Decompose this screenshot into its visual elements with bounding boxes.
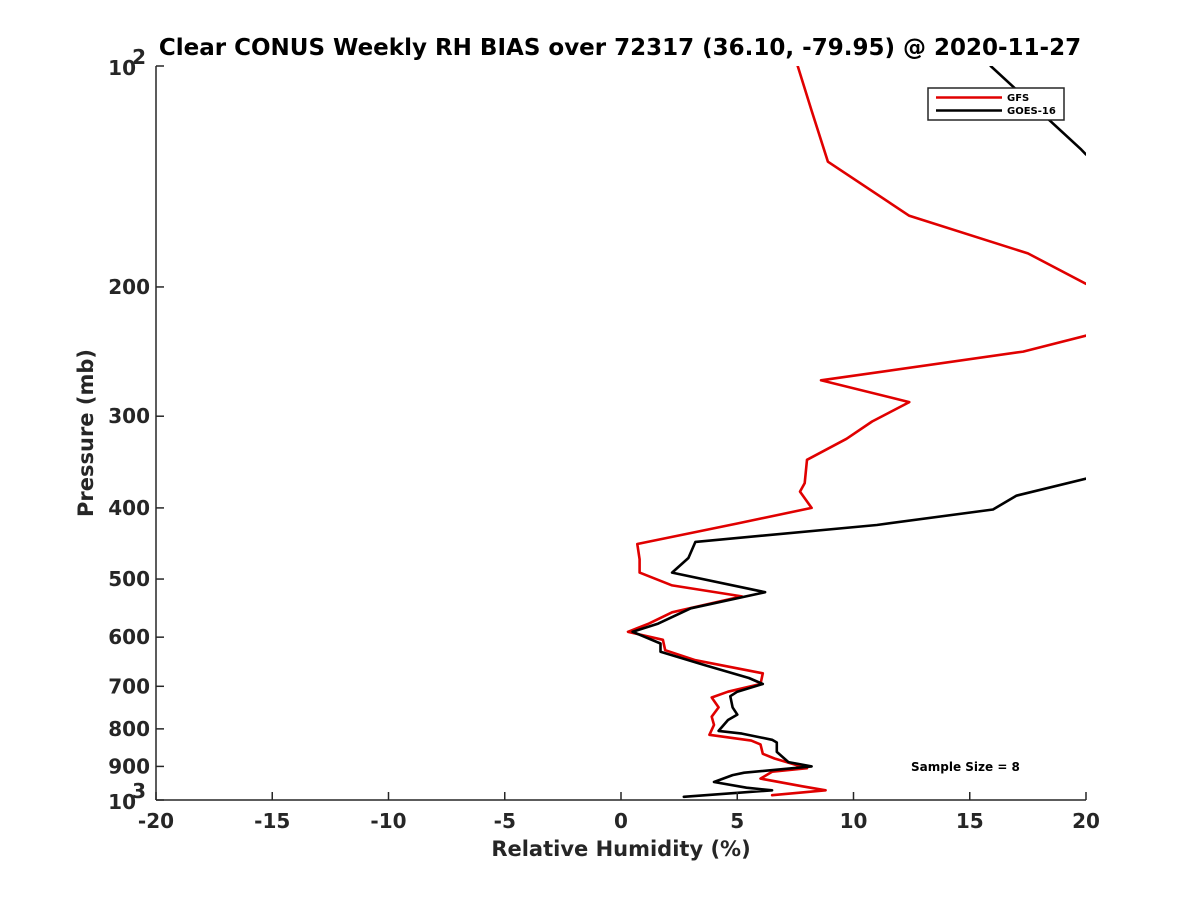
x-tick-label: -20 xyxy=(138,809,174,833)
y-tick-label: 900 xyxy=(108,754,150,778)
x-tick-label: 0 xyxy=(614,809,628,833)
x-tick-label: 10 xyxy=(840,809,868,833)
y-tick-label: 800 xyxy=(108,717,150,741)
y-tick-exponent: 2 xyxy=(132,45,146,69)
y-tick-label: 10 xyxy=(108,790,136,814)
x-tick-label: 20 xyxy=(1072,809,1100,833)
x-tick-label: -15 xyxy=(254,809,290,833)
y-axis-label: Pressure (mb) xyxy=(74,349,98,517)
legend-label-gfs: GFS xyxy=(1007,93,1029,104)
y-tick-label: 10 xyxy=(108,56,136,80)
x-tick-label: 5 xyxy=(730,809,744,833)
y-tick-label: 500 xyxy=(108,567,150,591)
x-axis-ticks: -20 -15 -10 -5 0 5 10 15 20 xyxy=(138,792,1100,833)
legend: GFS GOES-16 xyxy=(927,87,1065,121)
legend-label-goes16: GOES-16 xyxy=(1007,106,1056,117)
y-tick-label: 200 xyxy=(108,275,150,299)
legend-box xyxy=(927,87,1065,121)
y-tick-label: 600 xyxy=(108,625,150,649)
y-tick-label: 700 xyxy=(108,674,150,698)
y-tick-exponent: 3 xyxy=(132,779,146,803)
sample-size-annotation: Sample Size = 8 xyxy=(911,760,1020,774)
y-tick-label: 400 xyxy=(108,496,150,520)
series-line-gfs xyxy=(626,66,1086,797)
x-tick-label: -5 xyxy=(494,809,516,833)
x-axis-label: Relative Humidity (%) xyxy=(491,837,750,861)
y-tick-label: 300 xyxy=(108,404,150,428)
x-tick-label: 15 xyxy=(956,809,984,833)
chart-title: Clear CONUS Weekly RH BIAS over 72317 (3… xyxy=(159,35,1081,61)
x-tick-label: -10 xyxy=(370,809,406,833)
